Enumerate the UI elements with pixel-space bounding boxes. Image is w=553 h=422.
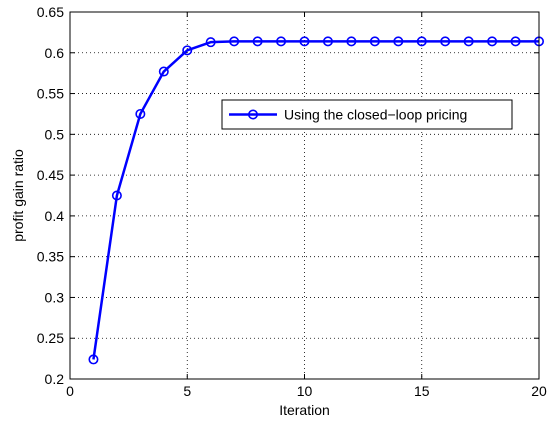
data-point: [205, 37, 216, 48]
data-point: [276, 36, 287, 47]
y-tick-label: 0.25: [37, 330, 64, 346]
x-tick-label: 10: [297, 383, 313, 399]
data-point: [416, 36, 427, 47]
grid-lines: [70, 12, 539, 379]
plot-area-border: [69, 11, 540, 380]
legend: Using the closed−loop pricing: [221, 99, 513, 130]
data-point: [252, 36, 263, 47]
y-tick-label: 0.45: [37, 167, 64, 183]
data-point: [158, 66, 169, 77]
data-point: [299, 36, 310, 47]
data-point: [88, 354, 99, 365]
y-tick-label: 0.4: [45, 208, 65, 224]
data-point: [440, 36, 451, 47]
data-point: [510, 36, 521, 47]
x-axis-label: Iteration: [279, 402, 330, 418]
data-point: [135, 108, 146, 119]
data-point: [322, 36, 333, 47]
data-point: [369, 36, 380, 47]
legend-entry-label: Using the closed−loop pricing: [284, 107, 467, 123]
y-tick-label: 0.35: [37, 249, 64, 265]
x-tick-label: 15: [414, 383, 430, 399]
y-tick-label: 0.2: [45, 371, 65, 387]
y-tick-label: 0.6: [45, 45, 65, 61]
x-tick-label: 5: [183, 383, 191, 399]
data-point: [393, 36, 404, 47]
data-point: [182, 45, 193, 56]
legend-marker-swatch: [248, 109, 259, 120]
y-tick-label: 0.65: [37, 4, 64, 20]
data-point: [346, 36, 357, 47]
data-point: [463, 36, 474, 47]
x-tick-label: 0: [66, 383, 74, 399]
x-tick-label: 20: [531, 383, 547, 399]
y-tick-label: 0.3: [45, 289, 65, 305]
y-axis-label: profit gain ratio: [10, 149, 26, 242]
data-point: [229, 36, 240, 47]
y-tick-label: 0.5: [45, 126, 65, 142]
y-tick-label: 0.55: [37, 86, 64, 102]
series-line: [92, 40, 539, 360]
data-point: [111, 190, 122, 201]
data-point: [487, 36, 498, 47]
series-layer: [88, 36, 544, 365]
axis-ticks: 0 5 10 15 20 0.2 0.25 0.3 0.35 0.4 0.45 0.5 0.55 0.6 0…: [37, 4, 547, 399]
